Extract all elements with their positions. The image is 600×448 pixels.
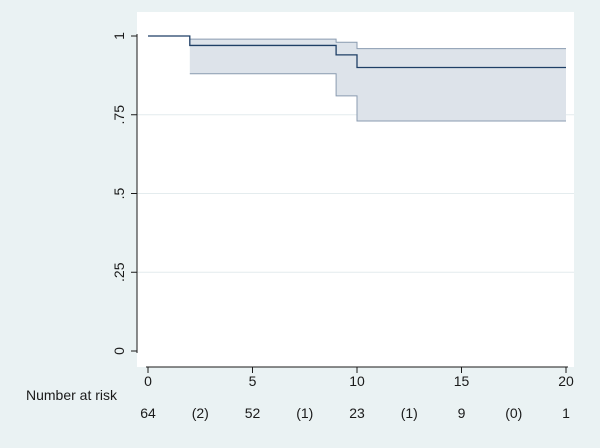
risk-table-value: 9 xyxy=(458,405,466,421)
risk-table-value: (2) xyxy=(192,405,209,421)
upper-confidence-line xyxy=(189,38,566,50)
risk-table-label: Number at risk xyxy=(26,387,118,403)
survival-curve xyxy=(148,35,566,69)
risk-table-value: (0) xyxy=(505,405,522,421)
risk-table-value: (1) xyxy=(296,405,313,421)
risk-table-value: 64 xyxy=(140,405,156,421)
survival-step-line xyxy=(148,35,566,69)
risk-table: 64 (2) 52 (1) 23 (1) 9 (0) 1 xyxy=(140,405,570,421)
risk-table-value: (1) xyxy=(401,405,418,421)
y-tick-label: .5 xyxy=(111,187,127,199)
y-tick-label: 1 xyxy=(111,32,127,40)
risk-table-value: 23 xyxy=(349,405,365,421)
y-tick-label: .75 xyxy=(111,105,127,125)
confidence-band-area xyxy=(189,39,567,122)
x-tick-label: 5 xyxy=(249,373,257,389)
x-tick-label: 0 xyxy=(144,373,152,389)
x-tick-label: 10 xyxy=(349,373,365,389)
lower-confidence-line xyxy=(189,73,566,122)
x-tick-label: 20 xyxy=(558,373,574,389)
risk-table-value: 1 xyxy=(562,405,570,421)
confidence-band xyxy=(189,38,567,122)
risk-table-value: 52 xyxy=(245,405,261,421)
y-tick-label: 0 xyxy=(111,347,127,355)
x-tick-label: 15 xyxy=(454,373,470,389)
y-tick-label: .25 xyxy=(111,262,127,282)
